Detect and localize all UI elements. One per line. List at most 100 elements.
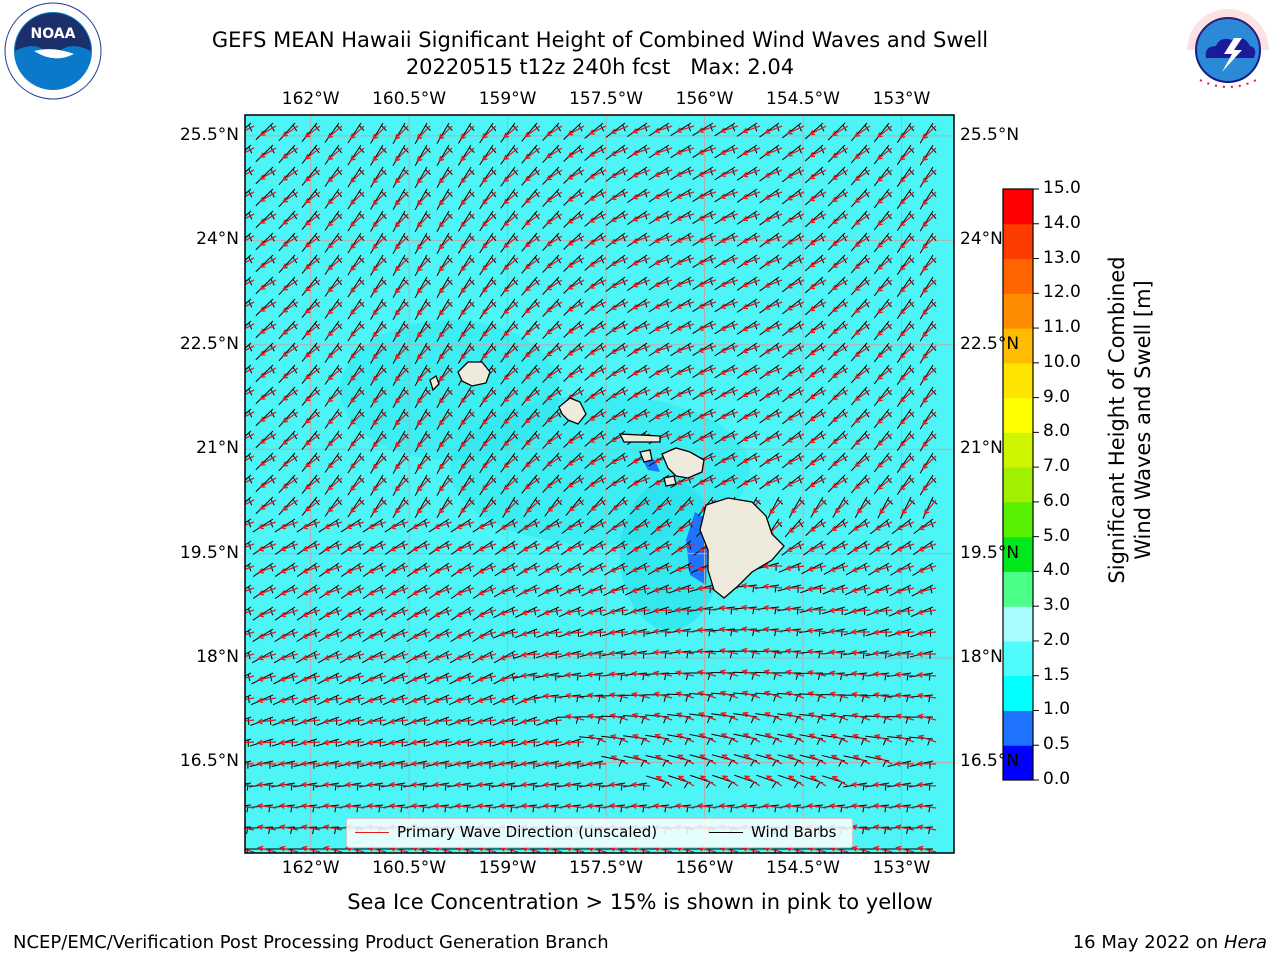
wave-direction-arrow (279, 565, 299, 574)
wave-direction-arrow (743, 775, 761, 787)
wave-direction-arrow (564, 692, 585, 699)
wave-direction-arrow (344, 781, 365, 788)
wave-direction-arrow (433, 521, 453, 530)
wave-direction-arrow (697, 345, 717, 353)
wave-direction-arrow (830, 521, 849, 531)
wave-direction-arrow (300, 803, 321, 809)
wave-direction-arrow (899, 323, 915, 337)
wave-direction-arrow (524, 433, 541, 446)
wave-direction-arrow (764, 125, 783, 134)
wave-direction-arrow (460, 147, 475, 162)
wave-direction-arrow (300, 697, 321, 704)
wave-direction-arrow (323, 653, 343, 661)
wave-direction-arrow (894, 671, 915, 678)
wave-direction-arrow (349, 169, 365, 184)
wave-direction-arrow (586, 609, 607, 615)
wave-direction-arrow (807, 543, 827, 552)
colorbar-label-svg: Significant Height of Combined Wind Wave… (1105, 256, 1155, 583)
wave-direction-arrow (411, 587, 431, 596)
wave-direction-arrow (741, 345, 761, 354)
wave-direction-arrow (675, 323, 695, 332)
wave-direction-arrow (481, 433, 497, 447)
wave-direction-arrow (281, 213, 299, 225)
wave-direction-arrow (322, 718, 343, 725)
wave-direction-arrow (876, 367, 893, 380)
wave-direction-arrow (568, 499, 585, 512)
wave-direction-arrow (481, 411, 497, 425)
wave-direction-arrow (741, 125, 761, 134)
wave-direction-arrow (432, 697, 453, 704)
wave-direction-arrow (567, 191, 585, 202)
wave-direction-arrow (718, 803, 739, 809)
wave-direction-arrow (438, 367, 453, 382)
wave-direction-arrow (349, 213, 365, 228)
wave-direction-arrow (699, 754, 717, 765)
wave-direction-arrow (764, 147, 783, 156)
tick-label: 153°W (872, 89, 931, 109)
wave-direction-arrow (281, 257, 299, 269)
wave-direction-arrow (389, 675, 409, 682)
wave-direction-arrow (610, 521, 629, 531)
wave-direction-arrow (257, 587, 277, 596)
wave-direction-arrow (323, 675, 343, 682)
wave-direction-arrow (784, 627, 805, 633)
wave-direction-arrow (545, 411, 563, 423)
wave-direction-arrow (895, 713, 915, 721)
wave-direction-arrow (850, 803, 871, 809)
wave-direction-arrow (327, 147, 343, 161)
wave-direction-arrow (498, 697, 519, 704)
wave-direction-arrow (567, 323, 585, 334)
wave-direction-arrow (481, 389, 497, 403)
wave-direction-arrow (389, 587, 409, 596)
wave-direction-arrow (677, 499, 695, 511)
wave-direction-arrow (259, 257, 277, 268)
wave-direction-arrow (719, 125, 739, 134)
wave-direction-arrow (741, 323, 761, 332)
wave-direction-arrow (786, 301, 805, 311)
wave-direction-arrow (455, 675, 475, 682)
wave-direction-arrow (809, 754, 827, 765)
wave-direction-arrow (389, 653, 409, 661)
wave-direction-arrow (916, 803, 937, 809)
wave-direction-arrow (812, 499, 827, 514)
wave-direction-arrow (921, 169, 937, 184)
wave-direction-arrow (631, 257, 651, 266)
wave-direction-arrow (245, 477, 255, 484)
footer-date-text: 16 May 2022 on (1072, 932, 1224, 953)
tick-label: 159°W (478, 89, 537, 109)
wave-direction-arrow (394, 433, 409, 448)
wave-direction-arrow (854, 125, 871, 137)
wave-direction-arrow (631, 191, 651, 200)
wave-direction-arrow (455, 587, 475, 596)
wave-direction-arrow (786, 411, 805, 421)
wave-direction-arrow (631, 389, 651, 398)
wave-direction-arrow (854, 279, 871, 291)
island-niihau (429, 375, 440, 392)
map-area (245, 115, 954, 853)
wave-direction-arrow (741, 477, 761, 486)
wind-barb (245, 760, 252, 769)
wave-direction-arrow (876, 411, 893, 424)
wave-direction-arrow (786, 257, 805, 267)
wave-direction-arrow (921, 191, 937, 206)
wave-direction-arrow (460, 345, 475, 360)
wave-direction-arrow (854, 257, 871, 269)
wave-direction-arrow (545, 389, 563, 401)
wave-direction-arrow (301, 845, 321, 853)
wave-direction-arrow (588, 345, 607, 355)
wave-direction-arrow (610, 411, 629, 421)
wave-direction-arrow (762, 626, 783, 633)
wave-direction-arrow (631, 125, 651, 134)
wave-direction-arrow (697, 235, 717, 243)
wave-direction-arrow (438, 257, 453, 272)
wave-direction-arrow (499, 609, 519, 616)
wave-direction-arrow (259, 499, 277, 510)
wave-direction-arrow (327, 257, 343, 271)
island-maui (661, 447, 705, 479)
wave-direction-arrow (349, 257, 365, 272)
wave-direction-arrow (323, 609, 343, 618)
wave-direction-arrow (675, 125, 695, 134)
wave-direction-arrow (608, 671, 629, 678)
wave-direction-arrow (522, 521, 541, 530)
wave-direction-arrow (301, 565, 321, 574)
